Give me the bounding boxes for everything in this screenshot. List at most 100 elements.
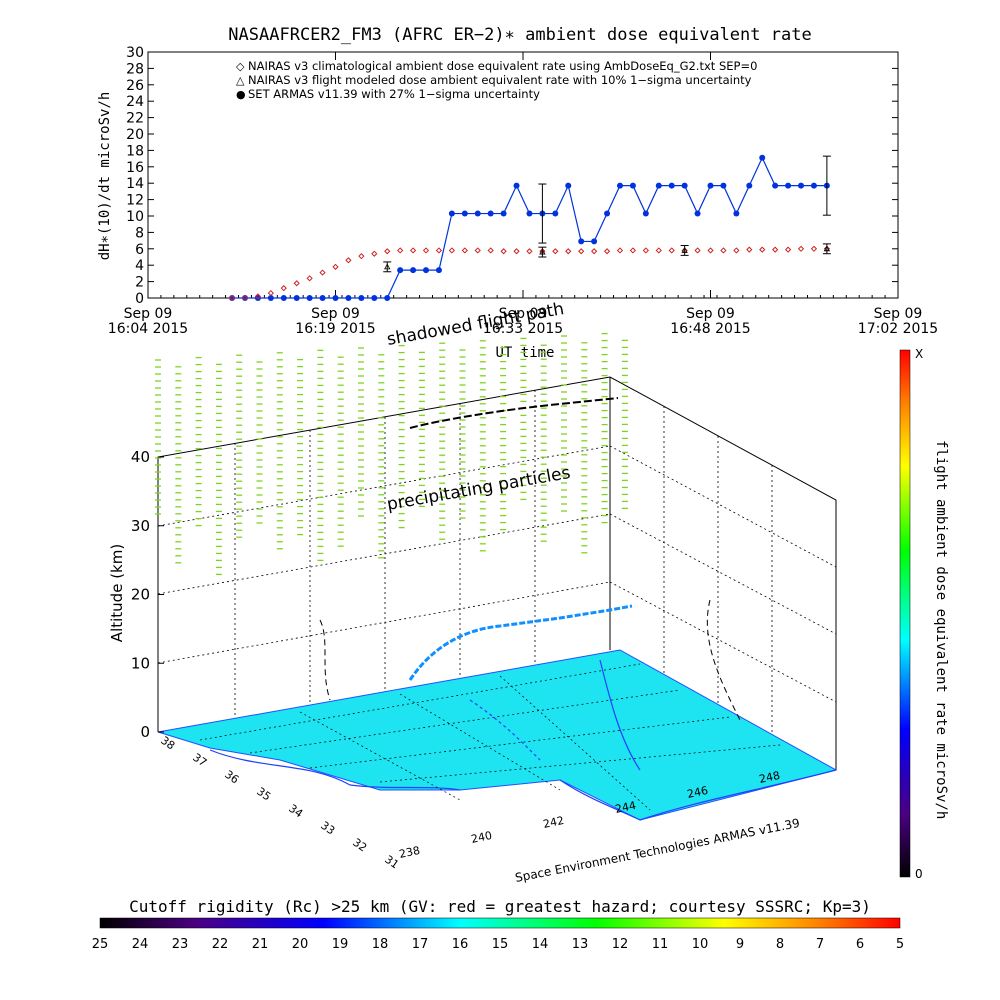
nairas-climatological-point bbox=[707, 247, 714, 254]
bottom-colorbar-tick-label: 8 bbox=[776, 937, 784, 952]
armas-point bbox=[487, 210, 494, 217]
x-tick-label-date: Sep 09 bbox=[124, 306, 173, 322]
bottom-colorbar-ticks: 25 24 23 22 21 20 19 18 17 16 15 14 13 12 11 10 9 8 7 6 5 bbox=[92, 937, 904, 952]
armas-point bbox=[267, 295, 274, 301]
colorbar-bottom-label: 0 bbox=[915, 867, 923, 881]
legend-label: NAIRAS v3 climatological ambient dose eq… bbox=[248, 59, 757, 73]
nairas-climatological-point bbox=[513, 248, 520, 255]
armas-point bbox=[474, 210, 481, 217]
bottom-colorbar-tick-label: 9 bbox=[736, 937, 744, 952]
nairas-flight-point bbox=[384, 263, 391, 270]
longitude-tick-label: 246 bbox=[686, 784, 709, 801]
x-tick-label-time: 16:48 2015 bbox=[670, 321, 750, 337]
nairas-climatological-point bbox=[397, 247, 404, 254]
armas-point bbox=[500, 210, 507, 217]
longitude-tick-label: 238 bbox=[398, 844, 421, 861]
nairas-climatological-point bbox=[629, 247, 637, 254]
nairas-climatological-point bbox=[422, 247, 430, 254]
bottom-colorbar-tick-label: 11 bbox=[652, 937, 669, 952]
bottom-colorbar-tick-label: 13 bbox=[572, 937, 589, 952]
x-tick-label-time: 17:02 2015 bbox=[858, 321, 938, 337]
armas-point bbox=[293, 295, 300, 301]
armas-point bbox=[358, 295, 365, 301]
annotation-precipitating-particles: precipitating particles bbox=[385, 463, 572, 515]
flight-path-shadow bbox=[409, 397, 619, 429]
bottom-colorbar-tick-label: 19 bbox=[332, 937, 349, 952]
colorbar-gradient bbox=[899, 349, 911, 878]
armas-point bbox=[616, 182, 623, 189]
armas-point bbox=[798, 182, 805, 189]
y-tick-label: 0 bbox=[135, 291, 144, 307]
bottom-colorbar-tick-label: 10 bbox=[692, 937, 709, 952]
nairas-climatological-point bbox=[409, 247, 417, 254]
nairas-climatological-point bbox=[448, 247, 455, 254]
y-tick-label: 18 bbox=[126, 143, 144, 159]
nairas-climatological-point bbox=[358, 253, 365, 260]
nairas-climatological-point bbox=[371, 250, 378, 257]
latitude-tick-label: 35 bbox=[254, 785, 273, 804]
y-tick-label: 4 bbox=[135, 258, 144, 274]
armas-point bbox=[785, 182, 792, 189]
latitude-tick-label: 37 bbox=[190, 751, 209, 770]
bottom-colorbar-tick-label: 5 bbox=[896, 937, 904, 952]
ground-map bbox=[157, 649, 838, 821]
nairas-flight-point bbox=[539, 248, 546, 255]
nairas-climatological-point bbox=[746, 246, 753, 253]
nairas-climatological-point bbox=[694, 247, 701, 254]
nairas-climatological-point bbox=[280, 285, 287, 292]
bottom-colorbar-tick-label: 23 bbox=[172, 937, 189, 952]
armas-point bbox=[565, 182, 572, 189]
bottom-colorbar-tick-label: 17 bbox=[412, 937, 429, 952]
armas-point bbox=[332, 295, 339, 301]
nairas-climatological-point bbox=[655, 247, 662, 254]
nairas-climatological-point bbox=[487, 247, 494, 254]
nairas-flight-point bbox=[823, 245, 831, 252]
dose-rate-panel: NASAAFRCER2_FM3 (AFRC ER−2)∗ ambient dos… bbox=[97, 25, 938, 361]
longitude-axis: 238 240 242 244 246 248 bbox=[398, 769, 781, 861]
y-tick-label: 22 bbox=[126, 111, 144, 127]
dose-rate-colorbar: X 0 flight ambient dose equivalent rate … bbox=[899, 347, 949, 881]
bottom-colorbar-tick-label: 24 bbox=[132, 937, 149, 952]
altitude-tick-label: 30 bbox=[131, 517, 150, 535]
legend: ◇ NAIRAS v3 climatological ambient dose e… bbox=[236, 59, 757, 101]
y-tick-label: 2 bbox=[135, 275, 144, 291]
bottom-colorbar-tick-label: 20 bbox=[292, 937, 309, 952]
nairas-climatological-point bbox=[461, 247, 468, 254]
bottom-colorbar-tick-label: 15 bbox=[492, 937, 509, 952]
x-tick-label-date: Sep 09 bbox=[311, 306, 360, 322]
x-tick-label-time: 16:33 2015 bbox=[483, 321, 563, 337]
y-tick-label: 8 bbox=[135, 225, 144, 241]
armas-point bbox=[254, 295, 261, 301]
z-axis-label: Altitude (km) bbox=[108, 544, 126, 642]
armas-point bbox=[461, 210, 468, 217]
colorbar-label: flight ambient dose equivalent rate micr… bbox=[933, 440, 949, 819]
nairas-climatological-point bbox=[616, 247, 624, 254]
y-tick-label: 14 bbox=[126, 176, 144, 192]
x-tick-label-date: Sep 09 bbox=[499, 306, 548, 322]
nairas-climatological-point bbox=[784, 246, 792, 253]
y-tick-label: 12 bbox=[126, 193, 144, 209]
nairas-climatological-point bbox=[345, 257, 352, 264]
longitude-tick-label: 244 bbox=[614, 799, 637, 816]
x-tick-label-time: 16:04 2015 bbox=[108, 321, 188, 337]
altitude-axis: 0 10 20 30 40 bbox=[131, 448, 164, 741]
nairas-climatological-point bbox=[578, 248, 585, 255]
y-tick-label: 30 bbox=[126, 45, 144, 61]
latitude-tick-label: 32 bbox=[350, 836, 369, 855]
armas-point bbox=[552, 210, 559, 217]
colorbar-top-label: X bbox=[915, 347, 923, 361]
x-tick-label-date: Sep 09 bbox=[874, 306, 923, 322]
nairas-climatological-point bbox=[720, 247, 727, 254]
nairas-climatological-point bbox=[332, 263, 339, 270]
y-axis-label: dH∗(10)/dt microSv/h bbox=[97, 92, 113, 261]
y-tick-label: 16 bbox=[126, 160, 144, 176]
armas-point bbox=[694, 210, 701, 217]
flight-path-ground-trace bbox=[319, 619, 331, 701]
nairas-climatological-point bbox=[254, 293, 262, 300]
armas-point bbox=[810, 182, 817, 189]
x-tick-label-date: Sep 09 bbox=[686, 306, 735, 322]
armas-point bbox=[629, 182, 636, 189]
